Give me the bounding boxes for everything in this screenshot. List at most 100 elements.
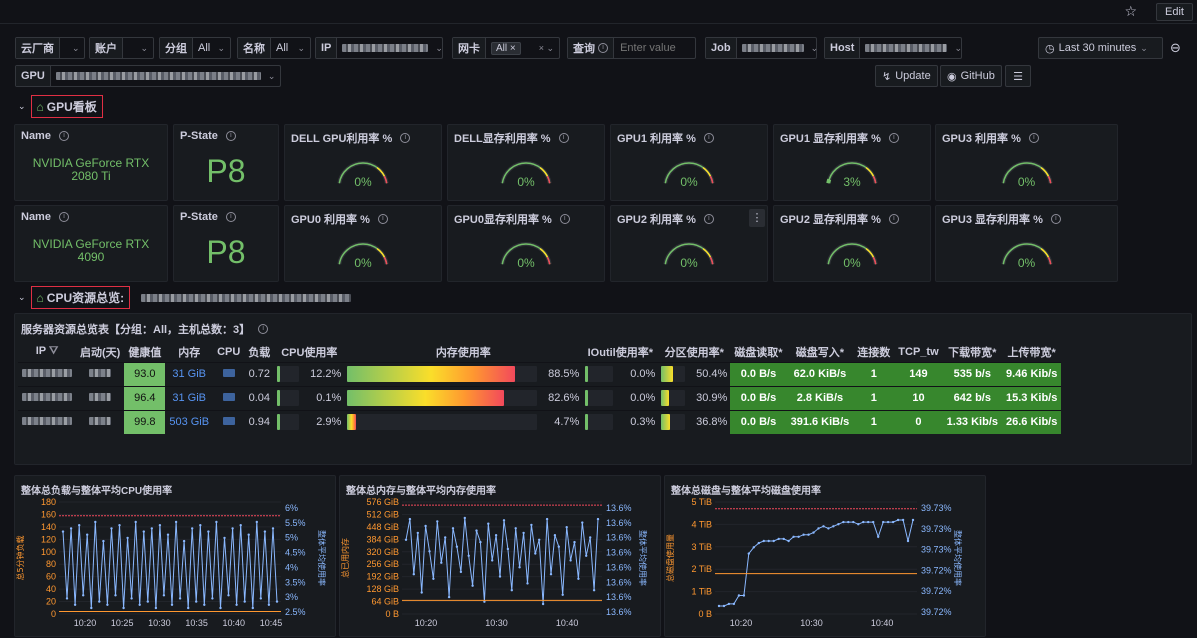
github-button[interactable]: ◉ GitHub: [940, 65, 1002, 87]
data-point: [271, 527, 275, 530]
column-header[interactable]: 内存使用率: [344, 342, 582, 362]
column-header[interactable]: 磁盘读取*: [730, 342, 786, 362]
load-cell: 0.04: [244, 385, 275, 410]
star-icon[interactable]: ☆: [1124, 3, 1137, 19]
usage-value: 30.9%: [696, 392, 728, 404]
cpu-section-header[interactable]: ⌄ ⌂ CPU资源总览:: [18, 286, 352, 309]
down-cell: 642 b/s: [942, 385, 1002, 410]
conn-cell: 1: [853, 361, 895, 386]
account-value[interactable]: [123, 38, 138, 58]
column-header-label: TCP_tw: [898, 345, 939, 358]
column-header[interactable]: 磁盘写入*: [787, 342, 854, 362]
ip-value[interactable]: [337, 38, 433, 58]
data-point: [832, 525, 835, 528]
redacted-uptime: [89, 393, 112, 401]
zoom-out-icon[interactable]: ⊖: [1170, 40, 1181, 55]
table-row[interactable]: 99.8 503 GiB 0.94 2.9% 4.7% 0.3% 36.8% 0.0 B/s 3…: [18, 409, 1062, 434]
column-header[interactable]: CPU使用率: [274, 342, 344, 362]
memory-chart-panel: 整体总内存与整体平均内存使用率 576 GiB 512 GiB 448 GiB 384…: [339, 475, 661, 637]
edit-button[interactable]: Edit: [1156, 3, 1193, 21]
data-point: [498, 575, 502, 578]
chevron-down-icon[interactable]: ⌄: [18, 101, 26, 111]
panel-title-text: 服务器资源总览表【分组：All，主机总数：3】: [21, 324, 251, 336]
host-value[interactable]: [860, 38, 952, 58]
panel-menu-icon[interactable]: ⋮: [749, 209, 765, 227]
clear-icon[interactable]: × ⌄: [538, 42, 554, 53]
column-header[interactable]: 健康值: [124, 342, 165, 362]
filter-icon[interactable]: ⛛: [45, 345, 59, 358]
name-value[interactable]: All: [276, 42, 289, 54]
data-point: [404, 538, 408, 541]
column-header-label: 下载带宽*: [948, 346, 997, 359]
y-tick-label: 64 GiB: [371, 597, 399, 607]
host-variable[interactable]: Host ⌄: [824, 37, 962, 59]
column-header[interactable]: TCP_tw: [894, 342, 942, 362]
usage-bar: [347, 366, 538, 382]
group-variable[interactable]: 分组 All ⌄: [159, 37, 231, 59]
column-header[interactable]: 分区使用率*: [658, 342, 730, 362]
name-variable[interactable]: 名称 All ⌄: [237, 37, 311, 59]
time-picker[interactable]: ◷ Last 30 minutes ⌄: [1038, 37, 1163, 59]
data-point: [522, 531, 525, 535]
y-axis-label: 总已用内存: [340, 538, 350, 578]
disk-chart-panel: 整体总磁盘与整体平均磁盘使用率 5 TiB 4 TiB 3 TiB 2 TiB 1 Ti…: [664, 475, 986, 637]
table-row[interactable]: 93.0 31 GiB 0.72 12.2% 88.5% 0.0% 50.4% 0.0 B/s…: [18, 361, 1062, 386]
home-icon: ⌂: [36, 99, 44, 114]
data-point: [432, 577, 435, 580]
query-variable[interactable]: 查询 i: [567, 37, 696, 59]
account-variable[interactable]: 账户 ⌄: [89, 37, 154, 59]
job-variable[interactable]: Job ⌄: [705, 37, 818, 59]
data-point: [911, 518, 915, 522]
tcp-tw-cell: 0: [894, 409, 943, 434]
data-point: [732, 602, 736, 606]
gpu-variable[interactable]: GPU ⌄: [15, 65, 281, 87]
group-value[interactable]: All: [198, 42, 211, 54]
column-header[interactable]: 上传带宽*: [1002, 342, 1061, 362]
panel-title: DELL GPU利用率 % i: [291, 130, 411, 146]
update-button[interactable]: ↯ Update: [875, 65, 938, 87]
ip-variable[interactable]: IP ⌄: [315, 37, 443, 59]
nic-chip[interactable]: All ×: [491, 41, 521, 55]
cloud-value[interactable]: [60, 38, 70, 58]
column-header[interactable]: 下载带宽*: [943, 342, 1002, 362]
column-header[interactable]: 内存: [165, 342, 213, 362]
data-point: [882, 520, 885, 524]
column-header-label: 分区使用率*: [664, 346, 724, 359]
menu-button[interactable]: ☰: [1005, 65, 1031, 87]
column-header[interactable]: 连接数: [853, 342, 894, 362]
job-value[interactable]: [737, 38, 809, 58]
cloud-variable[interactable]: 云厂商 ⌄: [15, 37, 85, 59]
chevron-down-icon[interactable]: ⌄: [18, 292, 26, 302]
column-header-label: CPU: [217, 345, 241, 358]
column-header[interactable]: IOutil使用率*: [582, 342, 658, 362]
info-icon: i: [559, 214, 570, 224]
column-header[interactable]: CPU: [213, 342, 244, 362]
usage-bar-fill: [585, 390, 589, 406]
data-point: [877, 535, 880, 538]
data-point: [906, 539, 910, 543]
data-point: [812, 531, 815, 534]
data-point: [747, 552, 750, 555]
nic-value[interactable]: All ×: [486, 38, 537, 58]
table-row[interactable]: 96.4 31 GiB 0.04 0.1% 82.6% 0.0% 30.9% 0.0 B/s 2…: [18, 385, 1062, 410]
column-header[interactable]: IP ⛛: [18, 342, 76, 362]
info-icon: i: [703, 214, 714, 224]
info-icon: i: [598, 43, 609, 53]
data-point: [510, 589, 513, 592]
x-tick-label: 10:30: [485, 618, 508, 628]
gpu-gauge-panel: DELL GPU利用率 % i 0%: [284, 124, 442, 201]
column-header-label: 上传带宽*: [1007, 346, 1056, 359]
data-point: [592, 589, 596, 592]
disk-chart: 5 TiB 4 TiB 3 TiB 2 TiB 1 TiB 0 B 39.73% 39.73%…: [665, 497, 963, 628]
column-header[interactable]: 负载: [244, 342, 274, 362]
usage-bar: [277, 414, 300, 431]
nic-variable[interactable]: 网卡 All × × ⌄: [452, 37, 560, 59]
query-input[interactable]: [614, 38, 695, 58]
column-header[interactable]: 启动(天): [76, 342, 124, 362]
hamburger-icon: ☰: [1013, 70, 1023, 83]
panel-title: GPU0显存利用率 % i: [454, 211, 570, 227]
gpu-value[interactable]: [51, 66, 266, 86]
y-tick-label: 0 B: [385, 609, 399, 619]
gpu-section-header[interactable]: ⌄ ⌂ GPU看板: [18, 95, 103, 118]
disk-write-cell: 2.8 KiB/s: [786, 385, 854, 410]
